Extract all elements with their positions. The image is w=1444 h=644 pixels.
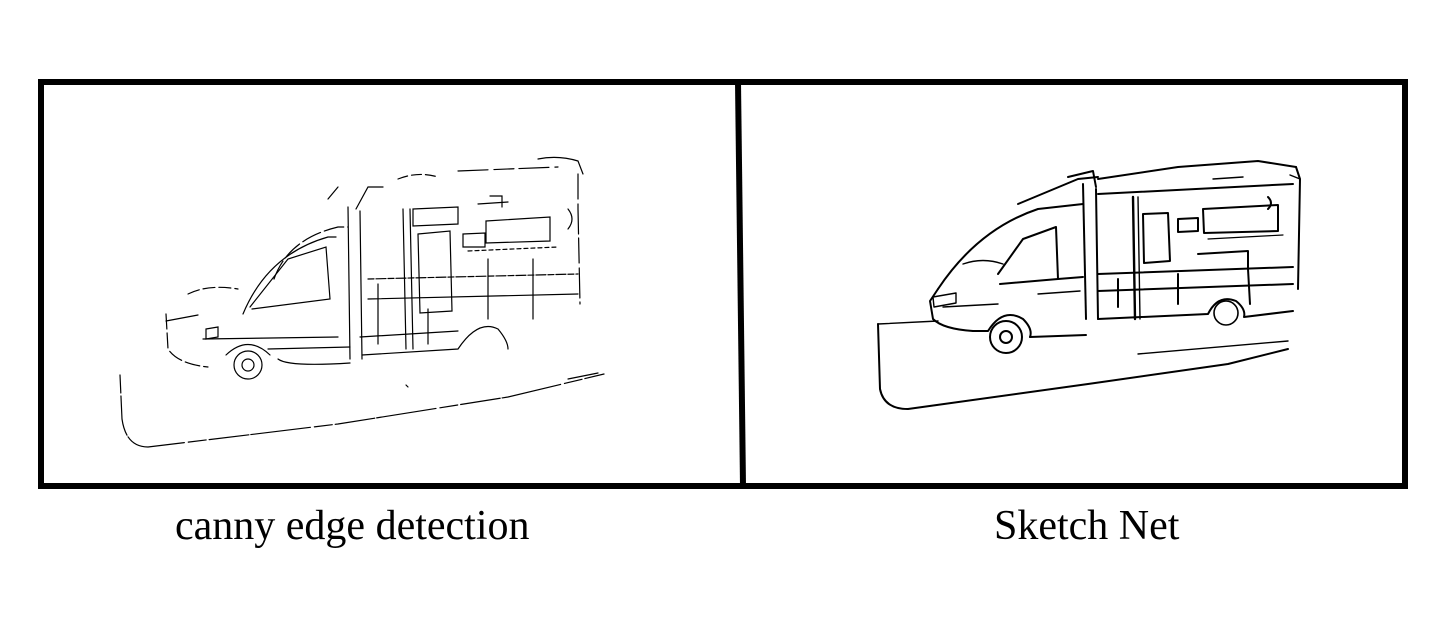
outer-border: [38, 79, 1408, 489]
panel-divider: [735, 81, 746, 487]
sketch-net-image: [877, 160, 1301, 410]
comparison-frame: [38, 79, 1408, 489]
canny-edge-image: [119, 156, 605, 448]
caption-sketch-net: Sketch Net: [994, 503, 1180, 549]
caption-canny-edge-detection: canny edge detection: [175, 503, 530, 549]
panels-svg: [38, 79, 1408, 489]
